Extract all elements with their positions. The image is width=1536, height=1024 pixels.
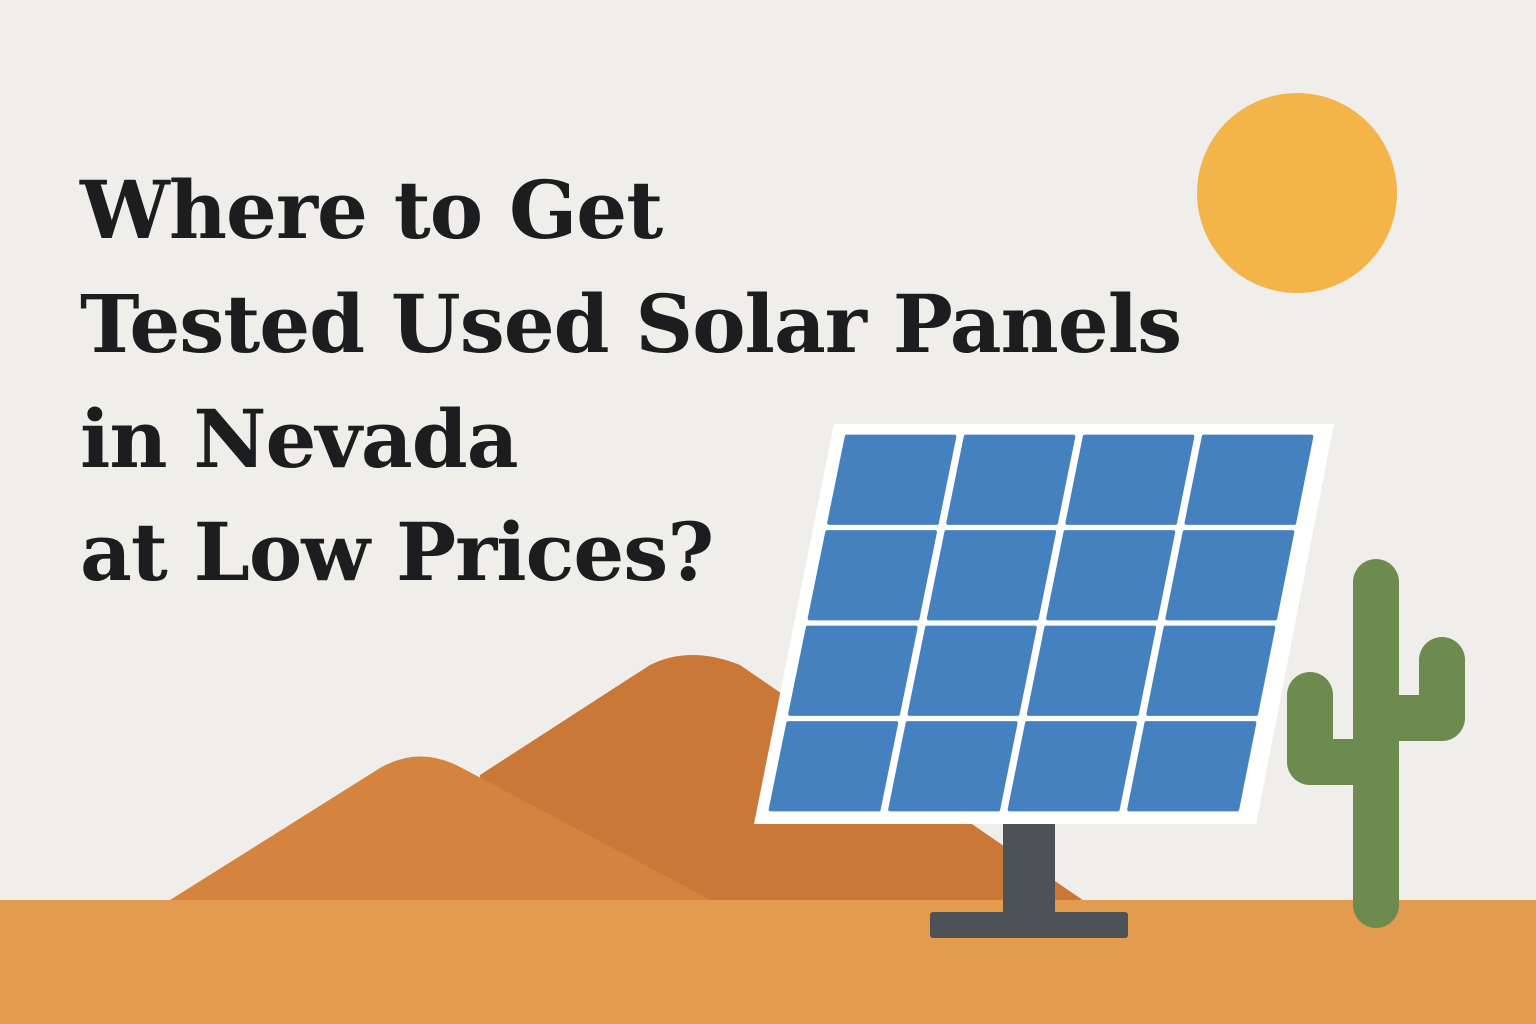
title-line: Where to Get [79,163,663,257]
cactus-left-arm [1287,672,1399,785]
sun [1197,93,1397,293]
solar-cell [907,625,1037,716]
solar-cell [1127,721,1257,812]
panel-base [930,912,1128,938]
solar-cell [1046,530,1176,621]
title: Where to Get Tested Used Solar Panels in… [79,163,1182,599]
solar-cell [946,434,1076,525]
cactus-right-arm [1353,637,1465,741]
solar-cell [807,530,937,621]
solar-cell [1007,721,1137,812]
panel-pole [1003,815,1055,915]
solar-cell [1165,530,1295,621]
front-mountain [170,756,720,905]
solar-cell [827,434,957,525]
cactus [1287,559,1465,928]
solar-cell [1026,625,1157,716]
title-line: Tested Used Solar Panels [80,277,1181,371]
panel-cells [768,434,1314,812]
solar-cell [1184,434,1314,525]
solar-cell [768,721,899,812]
solar-cell [1065,434,1195,525]
solar-cell [788,625,918,716]
solar-cell [888,721,1018,812]
title-line: in Nevada [80,392,518,486]
solar-cell [1146,625,1276,716]
title-line: at Low Prices? [80,505,713,599]
ground [0,900,1536,1024]
solar-cell [926,530,1057,621]
